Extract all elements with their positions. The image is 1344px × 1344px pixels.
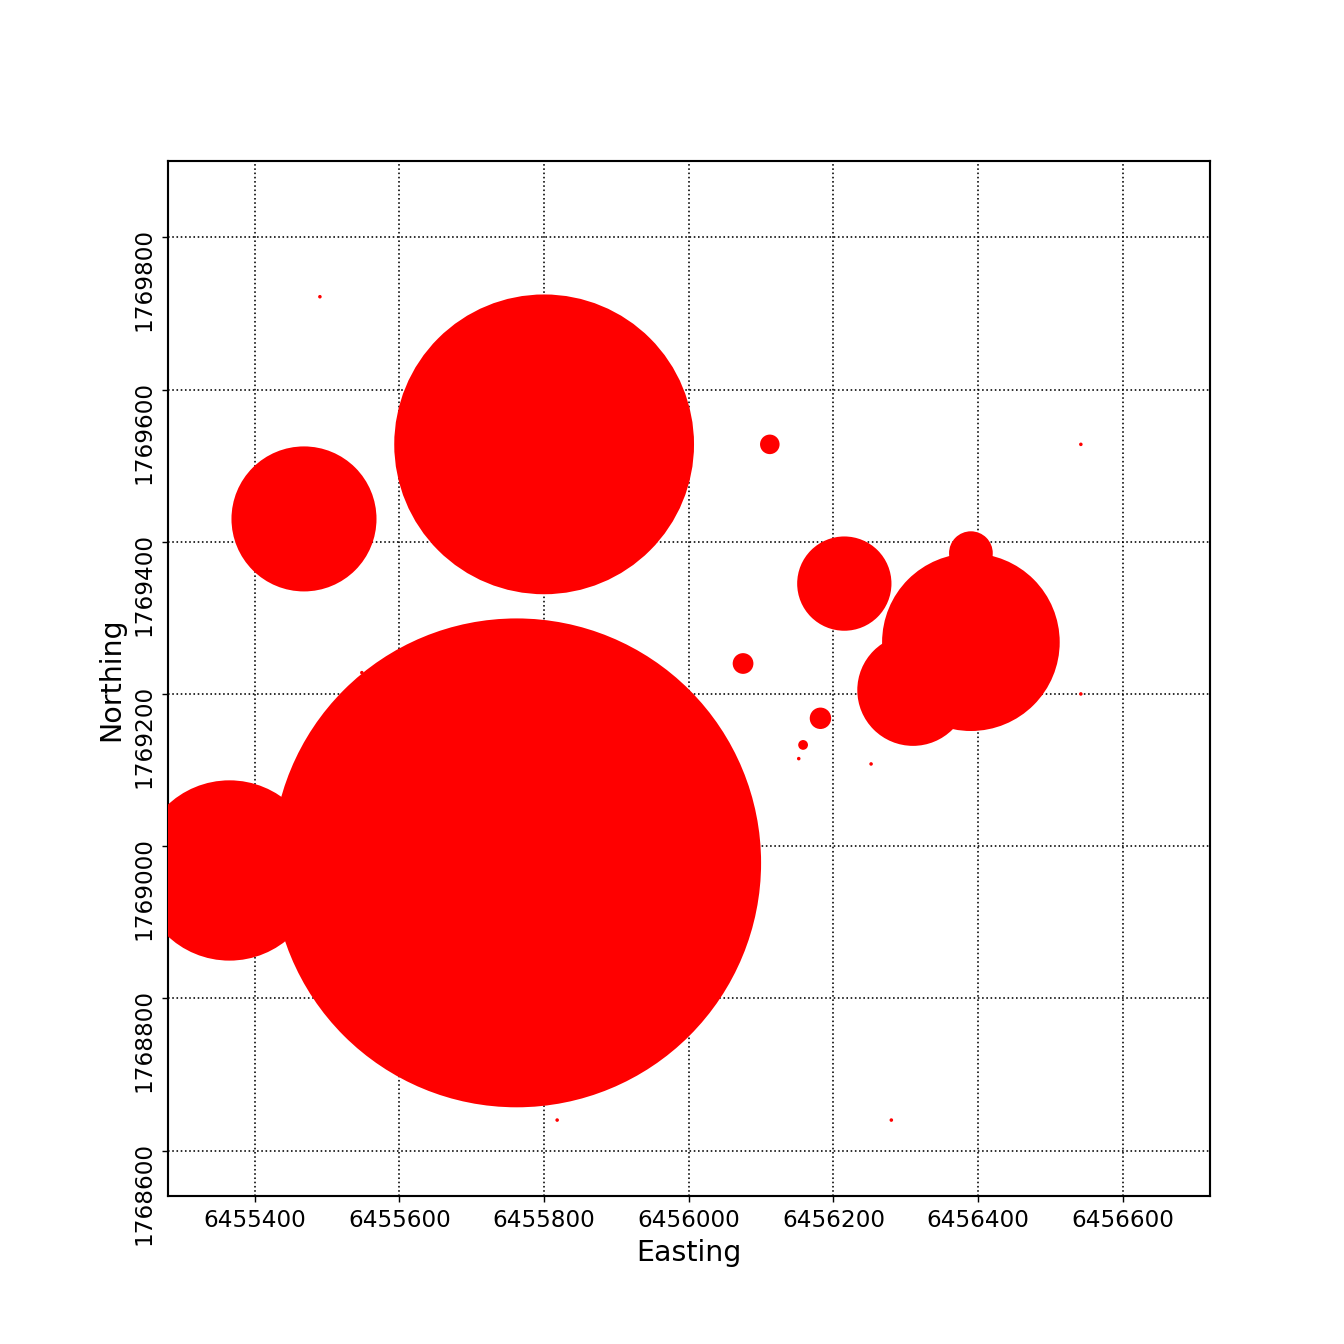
Point [902,679,923,700]
Point [960,543,981,564]
Point [793,734,814,755]
Point [650,816,672,837]
Point [860,753,882,774]
Point [880,1109,902,1130]
Point [833,573,855,594]
Point [1070,683,1091,704]
Point [960,632,981,653]
Point [547,1109,569,1130]
Point [505,852,527,874]
Point [809,707,831,728]
Point [1070,434,1091,456]
Point [923,684,945,706]
Point [607,320,629,341]
Point [587,884,609,906]
Point [293,508,314,530]
Point [219,860,241,882]
Y-axis label: Northing: Northing [98,617,125,741]
X-axis label: Easting: Easting [636,1239,742,1266]
Point [309,286,331,308]
Point [351,661,372,683]
Point [606,941,628,962]
Point [732,653,754,675]
Point [788,747,809,769]
Point [530,632,551,653]
Point [759,434,781,456]
Point [534,434,555,456]
